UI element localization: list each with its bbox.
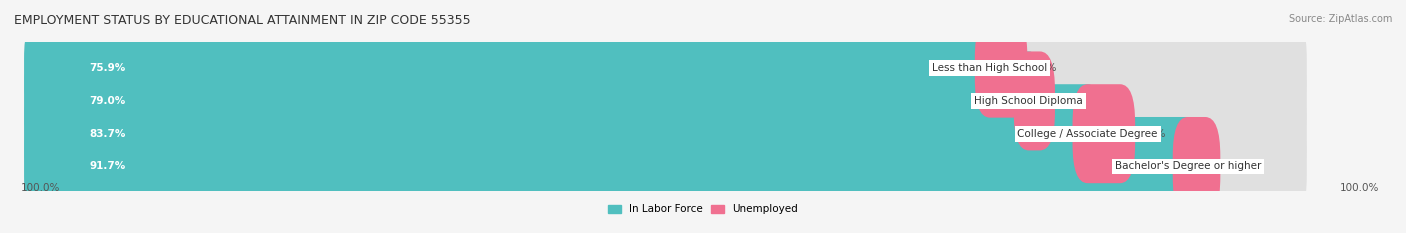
Text: EMPLOYMENT STATUS BY EDUCATIONAL ATTAINMENT IN ZIP CODE 55355: EMPLOYMENT STATUS BY EDUCATIONAL ATTAINM…: [14, 14, 471, 27]
Text: 2.6%: 2.6%: [1139, 129, 1166, 139]
Text: Less than High School: Less than High School: [932, 63, 1047, 73]
FancyBboxPatch shape: [24, 117, 1306, 216]
Text: 0.9%: 0.9%: [1059, 96, 1085, 106]
Text: 1.8%: 1.8%: [1031, 63, 1057, 73]
Text: Source: ZipAtlas.com: Source: ZipAtlas.com: [1288, 14, 1392, 24]
FancyBboxPatch shape: [24, 117, 1202, 216]
FancyBboxPatch shape: [24, 51, 1043, 151]
Text: 83.7%: 83.7%: [89, 129, 125, 139]
FancyBboxPatch shape: [24, 19, 1306, 118]
FancyBboxPatch shape: [24, 84, 1306, 183]
Text: 75.9%: 75.9%: [89, 63, 125, 73]
FancyBboxPatch shape: [1073, 84, 1135, 183]
FancyBboxPatch shape: [1014, 51, 1054, 151]
Text: 79.0%: 79.0%: [89, 96, 125, 106]
FancyBboxPatch shape: [24, 19, 1005, 118]
Text: 1.4%: 1.4%: [1225, 161, 1250, 171]
Text: College / Associate Degree: College / Associate Degree: [1018, 129, 1157, 139]
Text: 91.7%: 91.7%: [89, 161, 125, 171]
Text: 100.0%: 100.0%: [20, 183, 59, 193]
FancyBboxPatch shape: [1173, 117, 1220, 216]
Text: Bachelor's Degree or higher: Bachelor's Degree or higher: [1115, 161, 1261, 171]
Text: High School Diploma: High School Diploma: [974, 96, 1083, 106]
FancyBboxPatch shape: [24, 84, 1102, 183]
Text: 100.0%: 100.0%: [1340, 183, 1379, 193]
FancyBboxPatch shape: [974, 19, 1028, 118]
Legend: In Labor Force, Unemployed: In Labor Force, Unemployed: [605, 200, 801, 219]
FancyBboxPatch shape: [24, 51, 1306, 151]
